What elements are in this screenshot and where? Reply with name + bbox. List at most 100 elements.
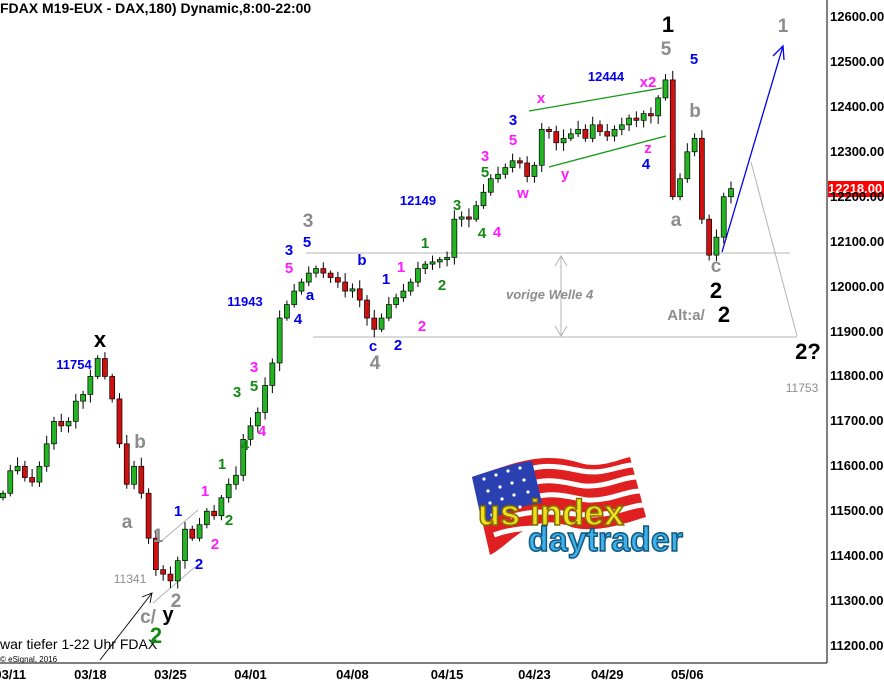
candle-body (393, 297, 399, 305)
candle (546, 126, 552, 139)
candle-body (538, 128, 545, 166)
candle (684, 143, 691, 183)
wave-label: 2 (417, 318, 427, 335)
candle (218, 495, 225, 521)
candle-body (182, 528, 188, 562)
pointer-arrow-icon (99, 592, 153, 661)
candle (517, 157, 523, 169)
candle-body (626, 117, 632, 126)
candle (655, 95, 662, 124)
candle (182, 522, 188, 569)
y-tick-label: 11600.00 (830, 458, 884, 474)
candle (87, 369, 94, 403)
wave-label: 3 (480, 148, 490, 165)
candle (597, 120, 603, 137)
candle-body (138, 465, 145, 494)
candle-body (262, 385, 268, 413)
candle (480, 184, 487, 209)
candle (145, 488, 152, 545)
candle (80, 390, 86, 409)
candle (626, 114, 632, 132)
candle (262, 377, 268, 420)
candle (495, 166, 501, 183)
wave-label: a (670, 210, 682, 231)
candle (567, 128, 574, 142)
candle (444, 251, 450, 267)
candle-body (422, 263, 429, 269)
candle-body (167, 573, 174, 582)
candle-body (706, 218, 713, 256)
candle (211, 504, 217, 520)
candle-body (509, 160, 516, 168)
guide-lines (99, 44, 798, 661)
candle (116, 393, 123, 448)
candle-body (87, 376, 94, 395)
y-tick-label: 12200.00 (830, 188, 884, 204)
wave-label: c/ (140, 607, 156, 628)
y-tick-label: 12100.00 (830, 233, 884, 249)
candle (393, 293, 399, 309)
wave-label: 4 (492, 224, 502, 241)
candle-body (305, 272, 312, 283)
wave-label: w (517, 185, 529, 202)
wave-label: 2 (437, 277, 447, 294)
candle-body (444, 257, 450, 260)
wave-label: 3 (302, 211, 314, 232)
candle-body (153, 537, 159, 570)
price-label: 12444 (587, 69, 625, 84)
y-tick-label: 11700.00 (830, 413, 884, 429)
x-tick-label: 03/11 (0, 667, 27, 682)
candle (36, 461, 43, 487)
wave-label: 4 (257, 423, 267, 440)
candle (276, 310, 283, 372)
candle-body (21, 465, 28, 478)
candle-body (589, 124, 596, 139)
candle-body (611, 128, 618, 137)
candle (51, 416, 57, 450)
candle-body (655, 97, 662, 117)
candle-body (473, 205, 480, 220)
candle (706, 214, 713, 261)
small-channel-upper (152, 509, 199, 549)
logo-flag: us index daytrader (472, 457, 684, 560)
candle-body (284, 304, 290, 319)
x-tick-label: 04/23 (518, 667, 551, 682)
wave-label: 2 (149, 623, 163, 648)
x-tick-label: 04/29 (590, 667, 624, 682)
candle-body (436, 259, 443, 263)
candle-body (131, 465, 137, 485)
candle (385, 296, 392, 322)
x-tick-label: 04/15 (430, 667, 464, 682)
x-tick-label: 05/06 (671, 667, 704, 682)
candle (582, 124, 589, 142)
candle (604, 123, 611, 142)
wave-label: 2 (224, 512, 234, 529)
candle-body (517, 160, 523, 164)
wave-label: 1 (661, 12, 675, 37)
candle-body (728, 188, 734, 198)
candle-body (560, 137, 567, 144)
candle-body (371, 317, 378, 330)
wave-label: a (305, 287, 315, 304)
candle-body (116, 398, 123, 445)
price-label: 11754 (56, 357, 92, 372)
candle-body (385, 304, 392, 319)
candle-body (429, 261, 436, 265)
candle (327, 270, 334, 283)
candle (415, 261, 421, 288)
candle-body (189, 528, 196, 539)
alt-label: Alt:a/ (667, 307, 705, 324)
candle-body (145, 492, 152, 539)
candle (291, 283, 298, 308)
y-tick-label: 11300.00 (830, 593, 884, 609)
candle (240, 433, 247, 482)
candle-body (218, 497, 225, 517)
wave-label: z (644, 140, 652, 157)
candle (131, 460, 137, 490)
wave-label: x (536, 90, 546, 107)
wave-label: y (162, 604, 174, 626)
candle (524, 156, 531, 183)
wave-label: b (134, 432, 146, 453)
candle (7, 464, 14, 497)
candle-body (480, 191, 487, 207)
